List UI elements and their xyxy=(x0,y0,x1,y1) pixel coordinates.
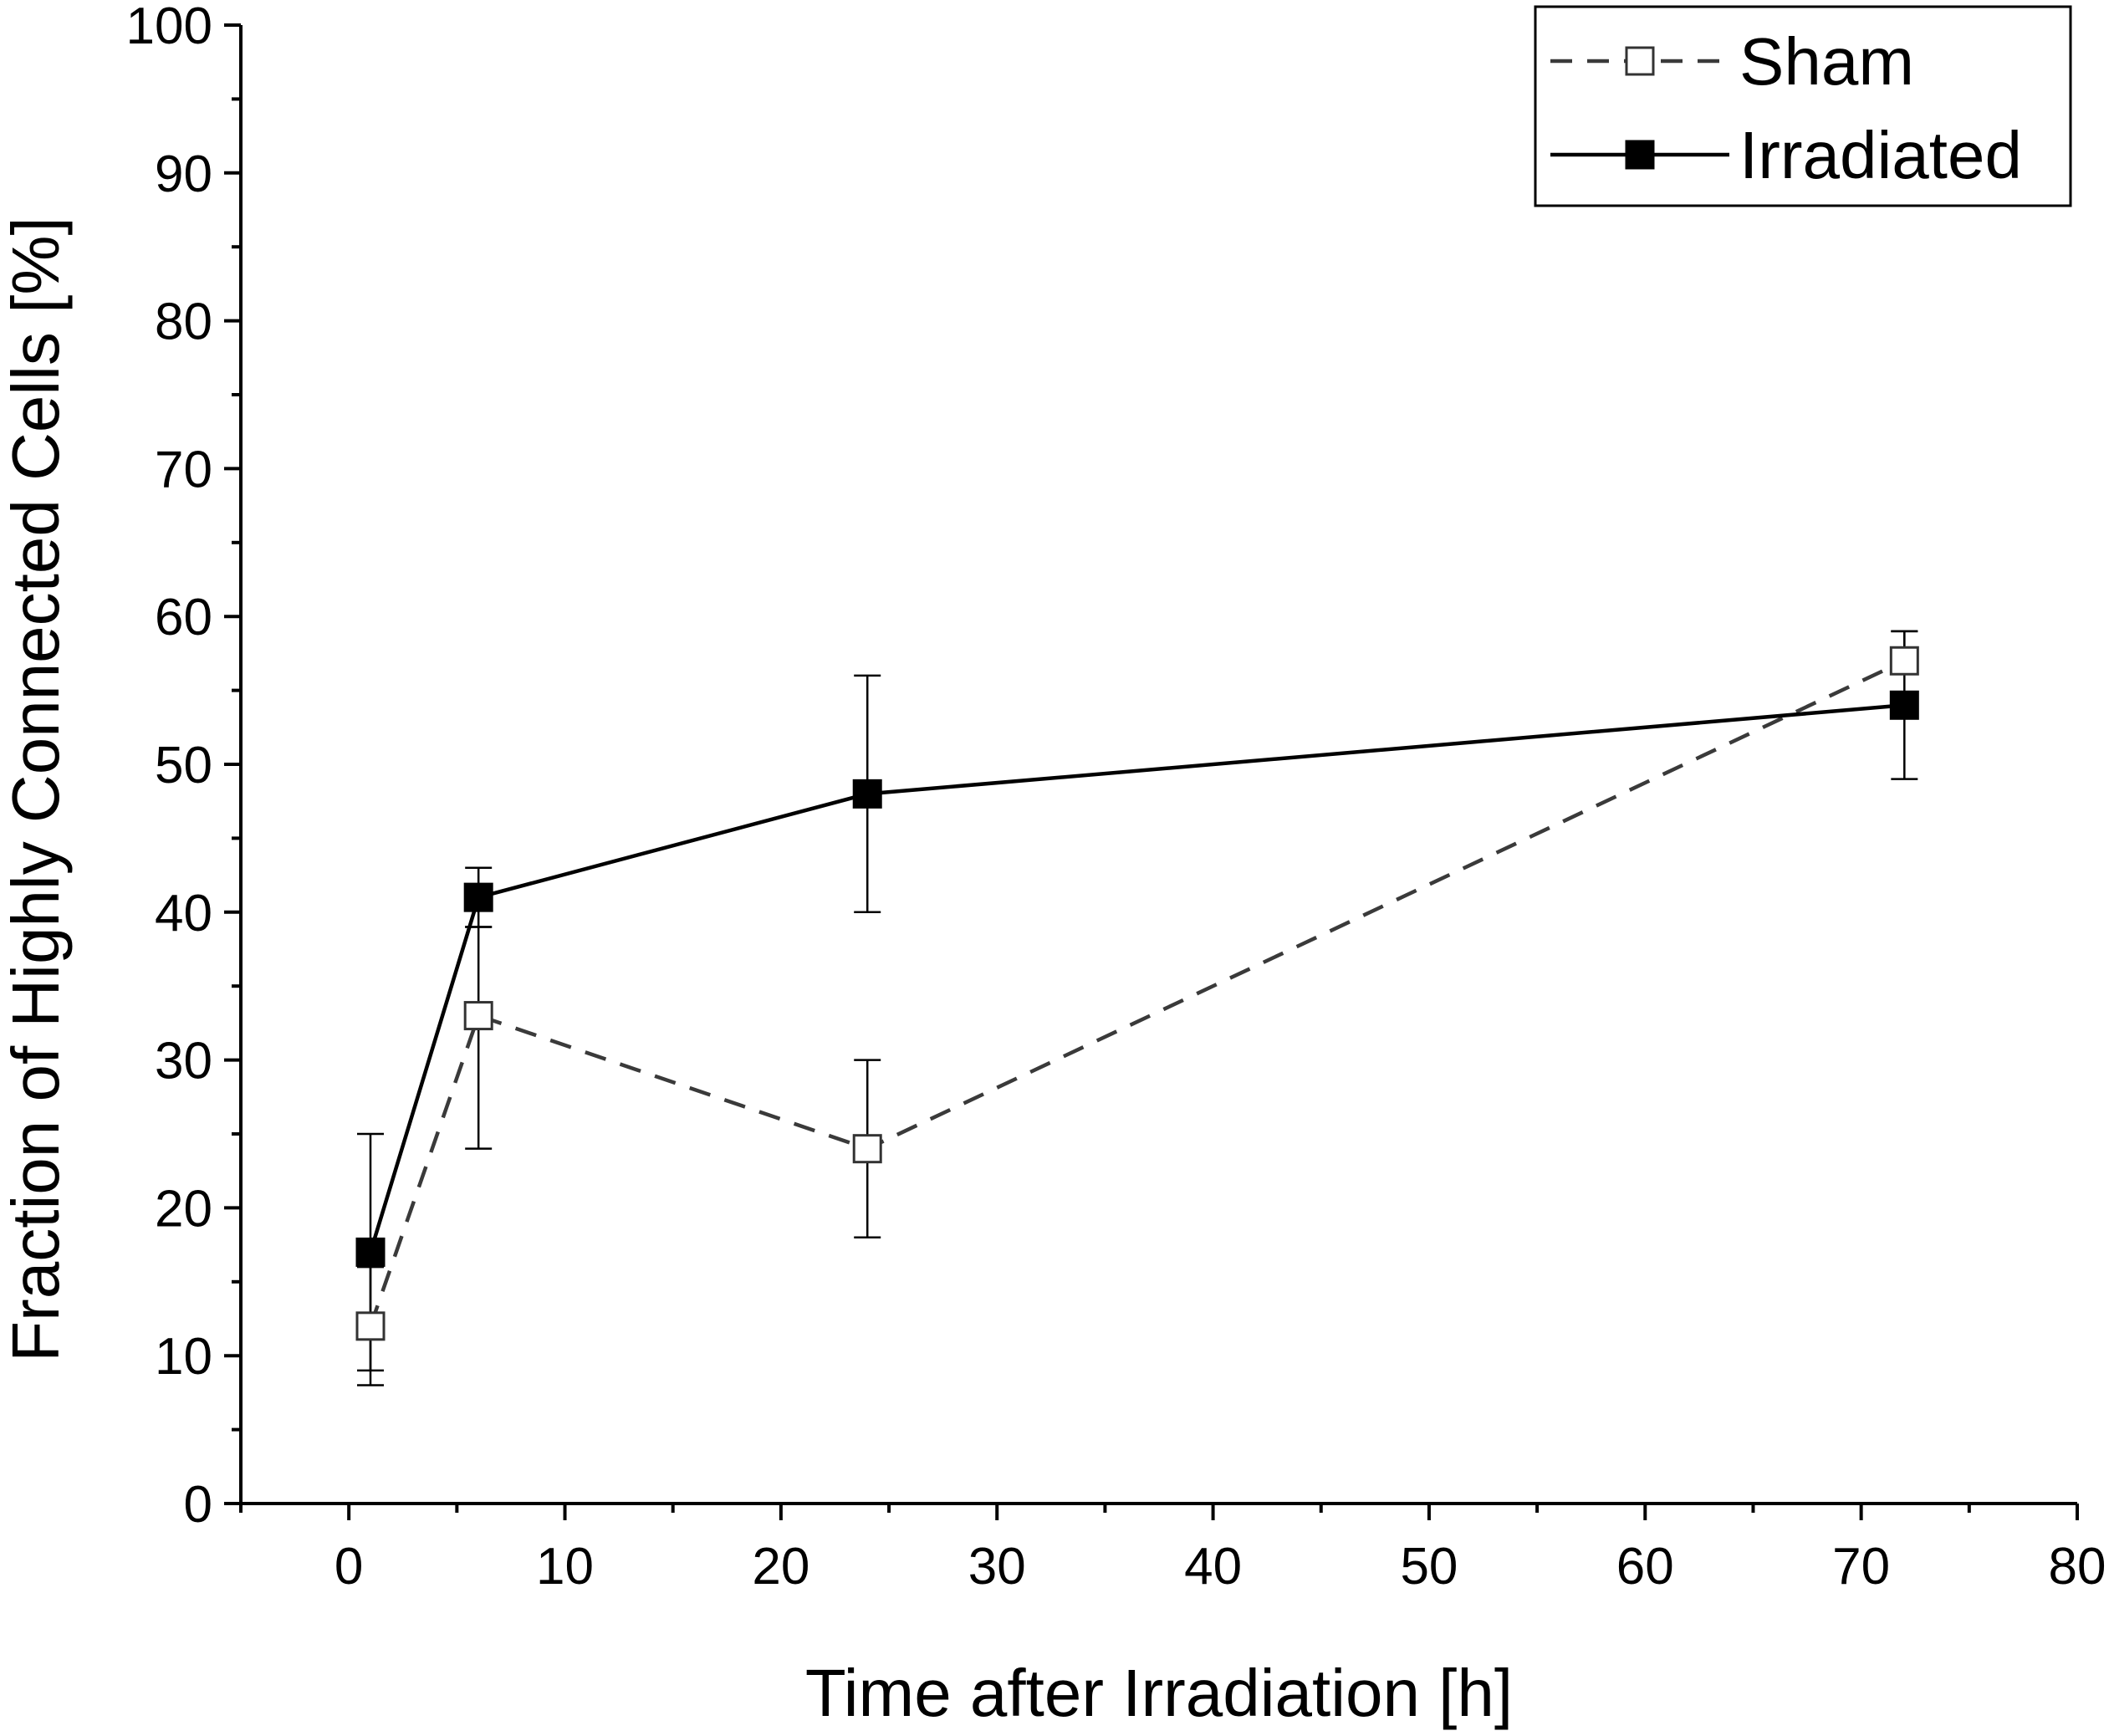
x-tick-label: 10 xyxy=(536,1538,594,1596)
irradiated-marker xyxy=(1889,690,1919,720)
y-tick-label: 100 xyxy=(126,0,212,55)
x-tick-label: 30 xyxy=(968,1538,1026,1596)
axes: 0 10 20 30 40 50 60 70 80 90 100 0 10 20 30 40 50 60 70 80 xyxy=(126,0,2106,1596)
legend-irradiated-marker xyxy=(1625,140,1655,170)
y-tick-label: 30 xyxy=(155,1033,212,1090)
legend-box xyxy=(1534,5,2072,207)
irradiated-marker xyxy=(852,779,882,809)
error-bars xyxy=(357,630,1918,1386)
sham-line xyxy=(368,659,1906,1327)
y-tick-label: 60 xyxy=(155,589,212,646)
x-tick-label: 40 xyxy=(1184,1538,1242,1596)
legend-irradiated-label: Irradiated xyxy=(1739,118,2022,192)
x-axis-title: Time after Irradiation [h] xyxy=(805,1656,1513,1730)
y-tick-label: 90 xyxy=(155,146,212,203)
sham-marker xyxy=(852,1134,882,1164)
irradiated-marker xyxy=(463,882,493,912)
series-markers xyxy=(355,646,1919,1341)
series-lines xyxy=(368,659,1906,1327)
x-tick-label: 20 xyxy=(752,1538,809,1596)
sham-marker xyxy=(463,1001,493,1031)
legend: Sham Irradiated xyxy=(1534,5,2072,207)
x-tick-label: 70 xyxy=(1832,1538,1890,1596)
legend-sham-marker xyxy=(1625,46,1655,76)
irradiated-line xyxy=(368,703,1905,1253)
sham-marker xyxy=(1889,646,1919,676)
y-axis-title: Fraction of Highly Connected Cells [%] xyxy=(0,217,73,1362)
y-tick-label: 70 xyxy=(155,441,212,498)
x-tick-label: 60 xyxy=(1616,1538,1674,1596)
x-tick-label: 50 xyxy=(1400,1538,1458,1596)
irradiated-marker xyxy=(355,1237,386,1267)
y-tick-label: 80 xyxy=(155,294,212,351)
y-tick-label: 50 xyxy=(155,737,212,794)
legend-sham-label: Sham xyxy=(1739,24,1914,99)
y-tick-label: 10 xyxy=(155,1328,212,1386)
x-tick-label: 80 xyxy=(2049,1538,2106,1596)
y-tick-label: 0 xyxy=(184,1476,212,1534)
x-tick-label: 0 xyxy=(334,1538,363,1596)
sham-marker xyxy=(355,1311,386,1341)
y-tick-label: 20 xyxy=(155,1180,212,1238)
y-tick-label: 40 xyxy=(155,885,212,942)
